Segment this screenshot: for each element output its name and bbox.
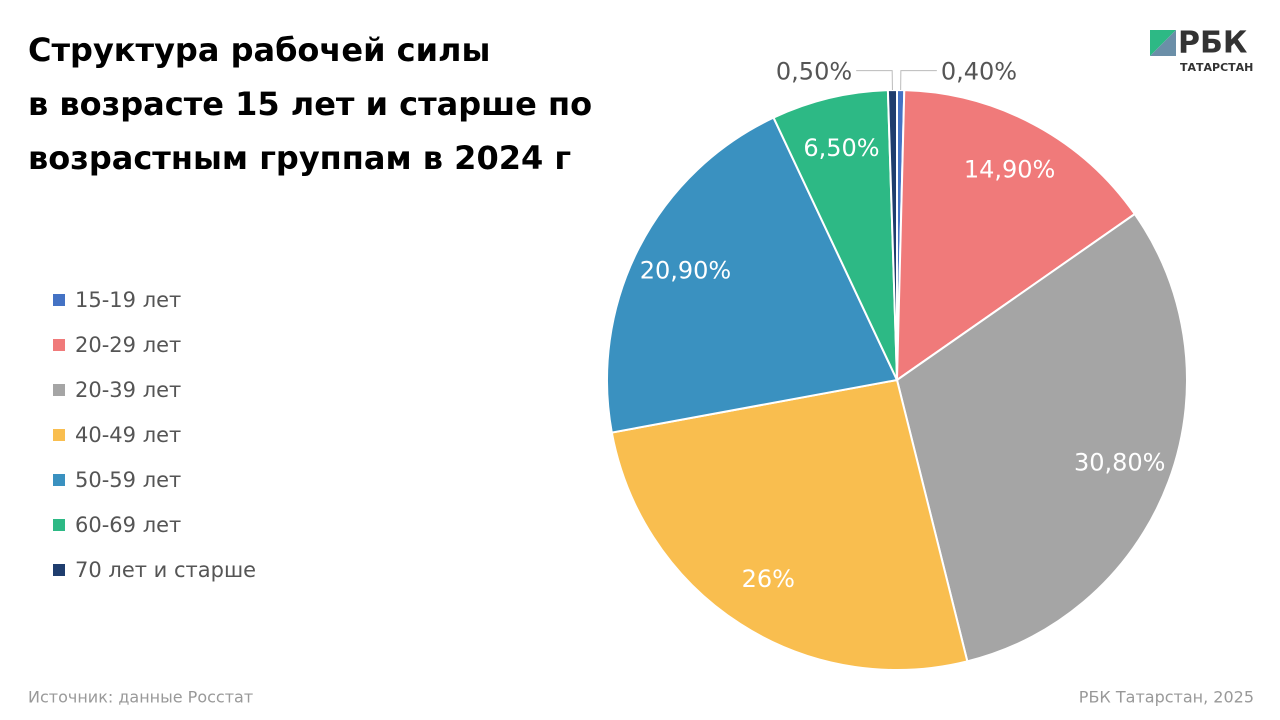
legend-swatch: [53, 294, 65, 306]
legend-swatch: [53, 564, 65, 576]
leader-line: [856, 70, 893, 91]
pie-slice: [772, 89, 898, 381]
legend-swatch: [53, 429, 65, 441]
chart-title: в возрасте 15 лет и старше по: [28, 85, 592, 123]
legend-label: 20-29 лет: [75, 333, 181, 357]
chart-title: Структура рабочей силы: [28, 31, 490, 69]
legend-swatch: [53, 519, 65, 531]
legend-label: 50-59 лет: [75, 468, 181, 492]
leader-line: [900, 70, 937, 91]
logo-name: РБК: [1178, 26, 1248, 61]
legend-swatch: [53, 339, 65, 351]
logo-mark: [1150, 30, 1176, 56]
pie-slice: [895, 89, 1137, 382]
source: Источник: данные Росстат: [28, 688, 253, 707]
data-label: 0,40%: [941, 58, 1017, 86]
data-label: 0,50%: [776, 58, 852, 86]
data-label: 14,90%: [964, 156, 1056, 184]
legend-label: 20-39 лет: [75, 378, 181, 402]
pie-slice: [610, 378, 969, 671]
legend-label: 15-19 лет: [75, 288, 181, 312]
logo-region: ТАТАРСТАН: [1180, 61, 1253, 74]
legend-swatch: [53, 384, 65, 396]
legend-label: 40-49 лет: [75, 423, 181, 447]
pie-slice: [606, 116, 899, 434]
chart-title: возрастным группам в 2024 г: [28, 139, 571, 177]
pie-slice: [895, 212, 1188, 663]
data-label: 26%: [742, 565, 795, 593]
legend-swatch: [53, 474, 65, 486]
data-label: 20,90%: [640, 256, 732, 284]
logo: РБК ТАТАРСТАН: [1150, 26, 1253, 74]
data-label: 6,50%: [803, 134, 879, 162]
pie-slice: [886, 88, 898, 381]
credit: РБК Татарстан, 2025: [1079, 688, 1254, 707]
data-label: 30,80%: [1074, 448, 1166, 476]
legend-label: 70 лет и старше: [75, 558, 256, 582]
legend-label: 60-69 лет: [75, 513, 181, 537]
